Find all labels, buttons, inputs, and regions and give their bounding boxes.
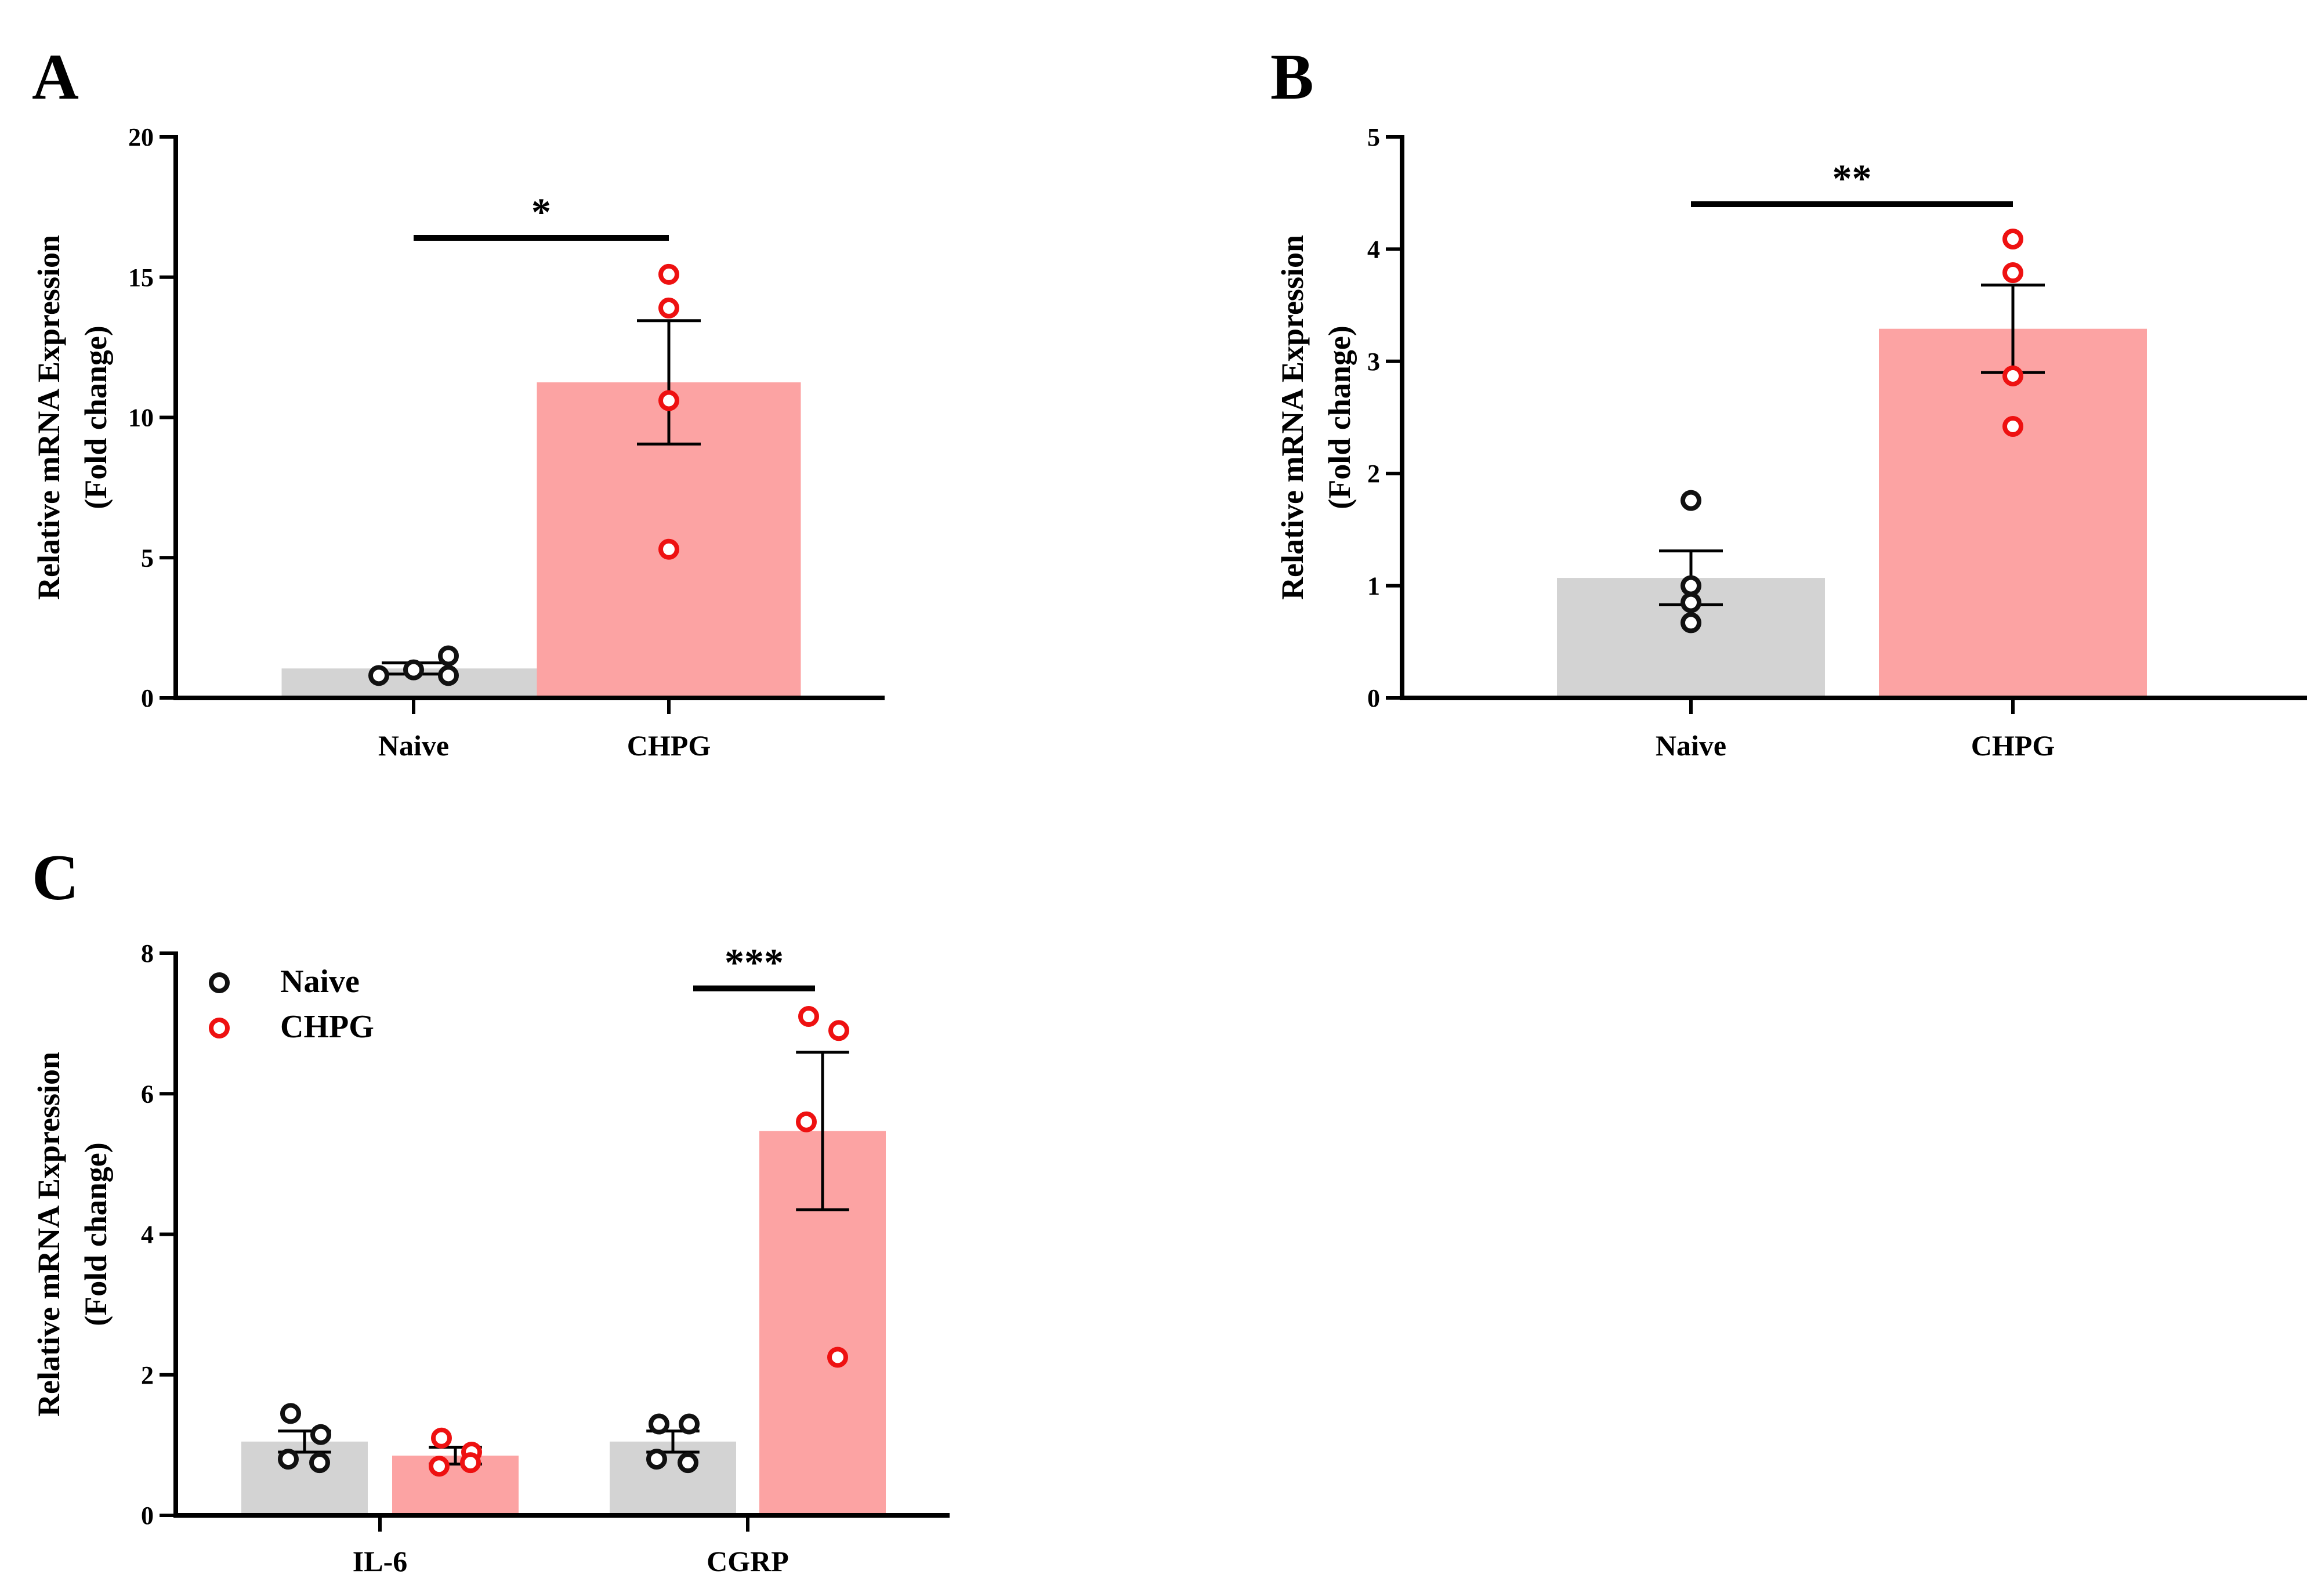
y-axis-title-line1: Relative mRNA Expression (31, 235, 66, 600)
panel-letter-c: C (32, 842, 79, 914)
bar-naive-cgrp (610, 1441, 736, 1515)
category-label-naive: Naive (378, 729, 449, 762)
y-tick-label: 0 (141, 1501, 154, 1530)
data-point-naive-4 (1681, 612, 1701, 634)
data-point-naive-cgrp-4 (678, 1452, 698, 1474)
data-point-chpg-3 (658, 390, 679, 411)
category-label-cgrp: CGRP (707, 1545, 789, 1577)
data-point-naive-cgrp-2 (679, 1413, 700, 1435)
data-point-chpg-il6-4 (460, 1452, 481, 1474)
bar-chpg (1879, 328, 2147, 698)
y-tick-label: 20 (128, 123, 154, 151)
y-tick-label: 1 (1367, 572, 1380, 600)
y-tick-label: 5 (141, 544, 154, 572)
data-point-naive-cgrp-1 (649, 1413, 669, 1435)
data-point-naive-3 (1681, 592, 1701, 613)
data-point-naive-il6-3 (278, 1449, 299, 1470)
y-tick-label: 10 (128, 404, 154, 432)
y-tick-label: 5 (1367, 123, 1380, 151)
y-axis-title-line2: (Fold change) (78, 325, 113, 509)
data-point-naive-cgrp-3 (646, 1449, 667, 1470)
significance-label: ** (1832, 156, 1872, 200)
y-axis-title-line2: (Fold change) (1322, 325, 1357, 509)
y-tick-label: 0 (141, 684, 154, 712)
panel-c: C 0 2 4 6 8 IL-6 CGRP Relative mRNA Expression (… (0, 806, 986, 1596)
legend-label-naive: Naive (280, 964, 360, 1000)
category-label-il6: IL-6 (353, 1545, 407, 1577)
chart-c: C 0 2 4 6 8 IL-6 CGRP Relative mRNA Expression (… (31, 842, 950, 1577)
data-point-chpg-cgrp-4 (827, 1347, 848, 1368)
y-tick-label: 15 (128, 263, 154, 292)
y-tick-label: 6 (141, 1080, 154, 1108)
data-point-chpg-cgrp-1 (798, 1006, 819, 1027)
category-label-naive: Naive (1656, 729, 1726, 762)
y-tick-label: 0 (1367, 684, 1380, 712)
y-tick-label: 4 (1367, 235, 1380, 263)
data-point-naive-1 (1681, 490, 1701, 511)
chart-b: B 0 1 2 3 4 5 Naive CHPG Relative mRNA Expressio… (1270, 41, 2307, 762)
data-point-chpg-4 (658, 538, 679, 560)
panel-a: A 0 5 10 15 20 Naive CHPG Relative mRNA Express… (0, 0, 928, 789)
data-point-chpg-1 (658, 263, 679, 285)
y-tick-label: 3 (1367, 348, 1380, 376)
category-label-chpg: CHPG (1971, 729, 2055, 762)
y-axis-title-line1: Relative mRNA Expression (1275, 235, 1310, 600)
significance-label: * (531, 190, 551, 234)
y-axis-title-line2: (Fold change) (78, 1142, 113, 1326)
panel-letter-b: B (1270, 41, 1314, 113)
data-point-chpg-cgrp-2 (828, 1020, 849, 1041)
y-tick-label: 2 (141, 1361, 154, 1389)
data-point-naive-il6-4 (309, 1452, 330, 1474)
y-tick-label: 4 (141, 1221, 154, 1249)
legend-label-chpg: CHPG (280, 1009, 374, 1045)
data-point-naive-2 (1681, 575, 1701, 596)
data-point-naive-3 (438, 645, 459, 667)
data-point-chpg-il6-1 (431, 1427, 452, 1449)
panel-letter-a: A (32, 41, 79, 113)
data-point-naive-2 (403, 659, 424, 681)
y-axis-title-line1: Relative mRNA Expression (31, 1052, 66, 1417)
y-tick-label: 2 (1367, 459, 1380, 488)
data-point-chpg-il6-3 (429, 1456, 450, 1477)
legend-marker-chpg (209, 1018, 230, 1038)
data-point-chpg-2 (2002, 262, 2023, 284)
data-point-chpg-3 (2002, 365, 2023, 386)
data-point-chpg-cgrp-3 (796, 1111, 817, 1132)
data-point-naive-il6-2 (310, 1424, 331, 1445)
significance-label: *** (725, 940, 784, 985)
data-point-chpg-1 (2002, 228, 2023, 249)
category-label-chpg: CHPG (627, 729, 711, 762)
data-point-naive-4 (438, 665, 459, 686)
bar-naive-il6 (241, 1441, 368, 1515)
y-tick-label: 8 (141, 939, 154, 968)
data-point-naive-il6-1 (280, 1403, 301, 1424)
data-point-naive-1 (368, 665, 389, 686)
panel-b: B 0 1 2 3 4 5 Naive CHPG Relative mRNA Expressio… (1270, 0, 2307, 789)
legend-marker-naive (209, 972, 230, 993)
data-point-chpg-2 (658, 297, 679, 319)
bar-chpg-il6 (392, 1456, 519, 1515)
chart-a: A 0 5 10 15 20 Naive CHPG Relative mRNA Express… (31, 41, 885, 762)
data-point-chpg-4 (2002, 415, 2023, 437)
